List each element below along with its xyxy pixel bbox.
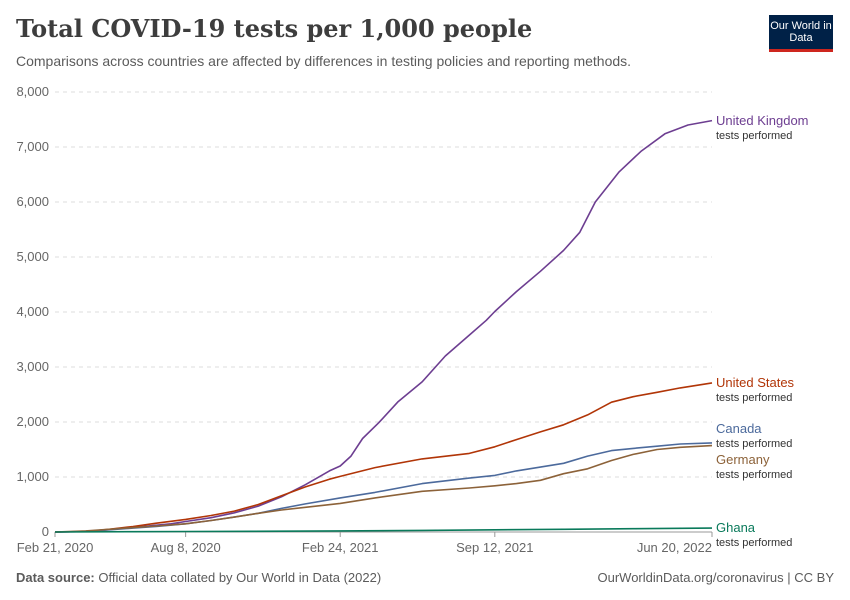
series-label: United Kingdom [716,113,809,128]
y-tick-label: 5,000 [16,249,49,264]
y-tick-label: 0 [42,524,49,539]
series-line-germany[interactable] [54,444,713,533]
series-label: United States [716,375,795,390]
y-tick-label: 2,000 [16,414,49,429]
y-tick-label: 3,000 [16,359,49,374]
footer-credit[interactable]: OurWorldinData.org/coronavirus | CC BY [597,570,834,585]
x-tick-label: Feb 24, 2021 [302,540,379,555]
series-label: Germany [716,452,770,467]
series-sublabel: tests performed [716,392,792,404]
series-sublabel: tests performed [716,469,792,481]
series-label: Ghana [716,520,756,535]
y-tick-label: 8,000 [16,84,49,99]
series-line-canada[interactable] [54,442,713,533]
series-line-united-kingdom[interactable] [54,119,713,533]
series-line-united-states[interactable] [54,382,713,533]
series-line-ghana[interactable] [54,527,713,533]
series-lines[interactable] [54,119,713,533]
grid-lines [55,91,712,533]
x-tick-label: Feb 21, 2020 [17,540,94,555]
y-tick-label: 4,000 [16,304,49,319]
series-label: Canada [716,421,762,436]
x-tick-label: Aug 8, 2020 [151,540,221,555]
chart-title: Total COVID-19 tests per 1,000 people [16,14,533,43]
series-sublabel: tests performed [716,438,792,450]
series-sublabel: tests performed [716,537,792,549]
x-tick-label: Jun 20, 2022 [637,540,712,555]
data-source-text: Official data collated by Our World in D… [98,570,382,585]
y-axis: 0 1,000 2,000 3,000 4,000 5,000 6,000 7,000 8,00… [16,84,49,539]
y-tick-label: 1,000 [16,469,49,484]
data-source: Data source: Official data collated by O… [16,570,381,585]
series-sublabel: tests performed [716,130,792,142]
y-tick-label: 7,000 [16,139,49,154]
chart-subtitle: Comparisons across countries are affecte… [16,53,632,69]
y-tick-label: 6,000 [16,194,49,209]
x-axis: Feb 21, 2020 Aug 8, 2020 Feb 24, 2021 Sep 1… [17,532,713,555]
owid-logo[interactable]: Our World in Data [769,15,833,52]
x-tick-label: Sep 12, 2021 [456,540,533,555]
series-labels: United Kingdom tests performed United Stat… [716,113,809,549]
data-source-label: Data source: [16,570,95,585]
